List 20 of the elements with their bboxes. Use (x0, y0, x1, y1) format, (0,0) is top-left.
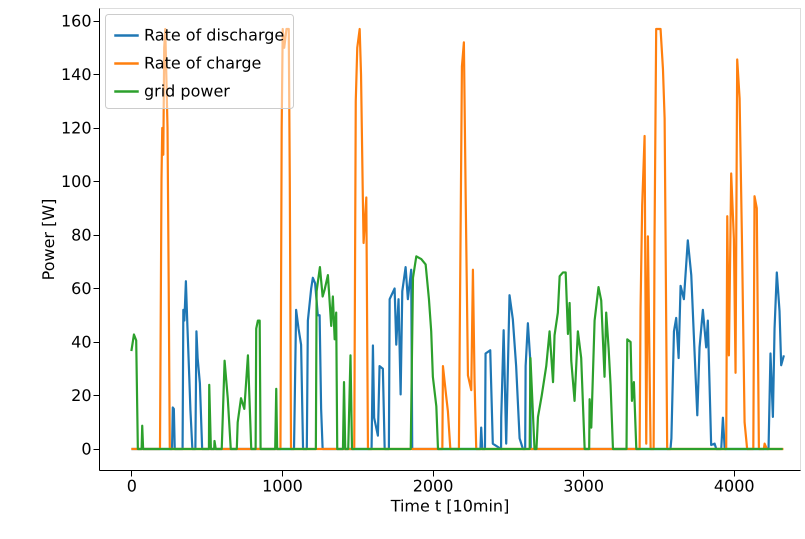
y-tick-label: 140 (60, 64, 92, 84)
x-tick-label: 1000 (262, 476, 303, 496)
x-tick-label: 4000 (714, 476, 755, 496)
legend-label: grid power (144, 82, 230, 100)
y-tick-label: 20 (71, 386, 92, 405)
y-tick-label: 80 (71, 225, 92, 244)
x-axis-title: Time t [10min] (390, 496, 510, 516)
legend-label: Rate of charge (144, 54, 262, 72)
y-tick-label: 160 (60, 11, 92, 30)
y-tick-label: 40 (71, 332, 92, 352)
x-tick-label: 0 (126, 476, 137, 496)
y-tick-label: 0 (81, 440, 92, 458)
x-tick-label: 2000 (412, 476, 454, 496)
line-series (130, 28, 785, 450)
y-tick-label: 100 (60, 172, 92, 191)
y-tick-label: 60 (71, 278, 92, 298)
y-axis-title: Power [W] (38, 198, 58, 280)
x-tick-label: 3000 (563, 476, 604, 496)
legend-label: Rate of discharge (144, 26, 284, 44)
y-tick-label: 120 (60, 118, 92, 138)
